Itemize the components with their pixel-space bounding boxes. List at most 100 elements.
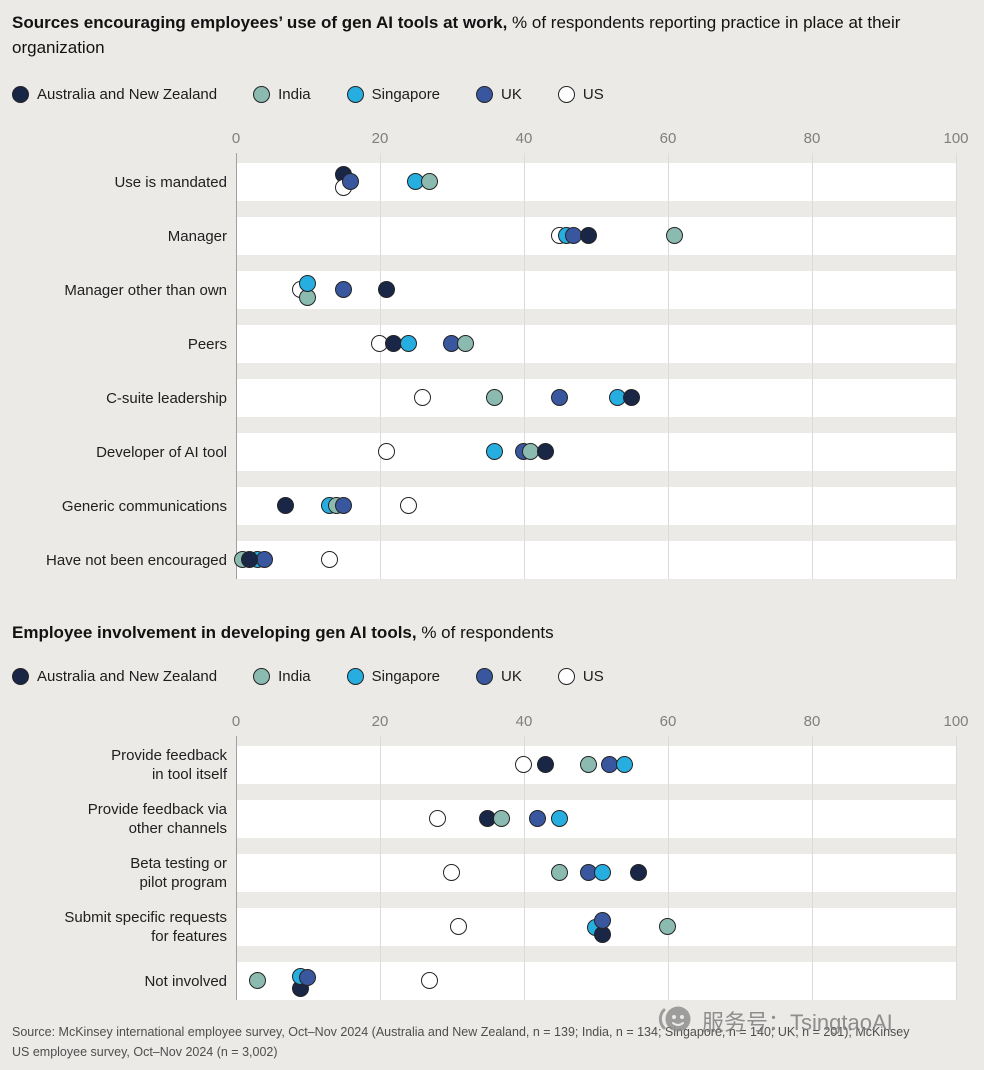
gridline-100: [955, 736, 957, 1000]
legend-label: UK: [501, 667, 522, 685]
row-label-line: for features: [151, 928, 227, 945]
chart-row-c-suite-leadership: C-suite leadership: [12, 379, 956, 417]
data-point-australia-and-new-zealand: [536, 443, 554, 460]
legend-dot-icon: [346, 85, 364, 103]
legend-item-singapore: Singapore: [346, 85, 441, 103]
legend-item-singapore: Singapore: [346, 667, 441, 685]
x-axis-tick-100: 100: [943, 713, 969, 730]
chart-row-developer-of-ai-tool: Developer of AI tool: [12, 433, 956, 471]
row-label: Not involved: [12, 962, 236, 1000]
legend-dot-icon: [346, 667, 364, 685]
data-point-us: [443, 864, 460, 881]
data-point-india: [579, 756, 597, 773]
data-point-us: [399, 497, 417, 514]
row-label-line: other channels: [128, 820, 227, 837]
data-point-us: [515, 756, 532, 773]
data-point-singapore: [551, 810, 568, 827]
gridline-20: [379, 153, 381, 579]
row-label-line: Generic communications: [61, 497, 227, 515]
gridline-40: [523, 736, 525, 1000]
legend-dot-icon: [12, 667, 29, 685]
legend-dot-icon: [557, 85, 575, 103]
x-axis-tick-80: 80: [803, 713, 821, 730]
legend-dot-icon: [253, 85, 271, 103]
row-label-line: Use is mandated: [114, 173, 227, 191]
data-point-us: [320, 551, 338, 568]
legend-item-australia-and-new-zealand: Australia and New Zealand: [12, 85, 218, 103]
row-band: [236, 908, 956, 946]
row-label-line: Provide feedback: [111, 747, 227, 764]
row-band: [236, 325, 956, 363]
legend-label: Singapore: [371, 667, 441, 685]
data-point-australia-and-new-zealand: [536, 756, 554, 773]
row-label-line: Manager: [167, 227, 227, 245]
gridline-0: [235, 736, 237, 1000]
legend-label: Australia and New Zealand: [37, 85, 218, 103]
data-point-singapore: [399, 335, 417, 352]
row-label: Developer of AI tool: [12, 433, 236, 471]
data-point-us: [378, 443, 396, 460]
row-band: [236, 217, 956, 255]
chart-row-use-is-mandated: Use is mandated: [12, 163, 956, 201]
chart2-dot-plot: 0 20 40 60 80 100 Provide feedback in tool itse…: [12, 713, 969, 1000]
x-axis-tick-0: 0: [231, 130, 241, 147]
data-point-india: [493, 810, 511, 827]
data-point-singapore: [299, 275, 316, 292]
row-label-line: Have not been encouraged: [46, 551, 227, 569]
watermark-text: 服务号：TsingtaoAI: [702, 1010, 893, 1035]
data-point-australia-and-new-zealand: [241, 551, 259, 568]
row-band: [236, 746, 956, 784]
legend-item-australia-and-new-zealand: Australia and New Zealand: [12, 667, 218, 685]
gridline-80: [811, 736, 813, 1000]
x-axis-tick-20: 20: [371, 130, 389, 147]
row-band: [236, 854, 956, 892]
data-point-australia-and-new-zealand: [623, 389, 640, 406]
legend-item-uk: UK: [476, 85, 522, 103]
row-band: [236, 163, 956, 201]
legend-item-india: India: [253, 85, 311, 103]
legend-dot-icon: [476, 85, 494, 103]
legend-item-uk: UK: [476, 667, 522, 685]
x-axis-tick-60: 60: [659, 713, 677, 730]
legend-dot-icon: [557, 667, 575, 685]
gridline-0: [235, 153, 237, 579]
row-label: Beta testing or pilot program: [12, 854, 236, 892]
data-point-india: [457, 335, 475, 352]
row-label: Use is mandated: [12, 163, 236, 201]
data-point-uk: [335, 497, 352, 514]
x-axis-tick-100: 100: [943, 130, 969, 147]
row-label: Provide feedback via other channels: [12, 800, 236, 838]
row-label: C-suite leadership: [12, 379, 236, 417]
data-point-india: [551, 864, 568, 881]
chart-row-submit-specific-requests: Submit specific requests for features: [12, 908, 956, 946]
legend-item-india: India: [253, 667, 311, 685]
watermark: 服务号：TsingtaoAI: [656, 1004, 893, 1038]
data-point-uk: [551, 389, 568, 406]
row-label: Submit specific requests for features: [12, 908, 236, 946]
legend-item-us: US: [557, 85, 604, 103]
x-axis-tick-40: 40: [515, 130, 533, 147]
chart-row-have-not-been-encouraged: Have not been encouraged: [12, 541, 956, 579]
row-label: Generic communications: [12, 487, 236, 525]
data-point-uk: [255, 551, 273, 568]
chart-row-manager: Manager: [12, 217, 956, 255]
chart2-title: Employee involvement in developing gen A…: [12, 620, 956, 645]
chart2-title-bold: Employee involvement in developing gen A…: [12, 623, 417, 642]
data-point-uk: [335, 281, 352, 298]
legend-label: Australia and New Zealand: [37, 667, 218, 685]
legend-label: India: [278, 85, 311, 103]
gridline-40: [523, 153, 525, 579]
x-axis-tick-40: 40: [515, 713, 533, 730]
chart1-title-bold: Sources encouraging employees’ use of ge…: [12, 13, 508, 32]
chart1-title-rest: % of respondents reporting practice in p…: [12, 13, 901, 57]
row-band: [236, 800, 956, 838]
gridline-60: [667, 736, 669, 1000]
legend-label: Singapore: [371, 85, 441, 103]
chart-row-provide-feedback-via: Provide feedback via other channels: [12, 800, 956, 838]
gridline-80: [811, 153, 813, 579]
chart-row-provide-feedback: Provide feedback in tool itself: [12, 746, 956, 784]
data-point-us: [450, 918, 468, 935]
legend-dot-icon: [253, 667, 271, 685]
data-point-singapore: [594, 864, 612, 881]
chart1-title: Sources encouraging employees’ use of ge…: [12, 10, 956, 60]
